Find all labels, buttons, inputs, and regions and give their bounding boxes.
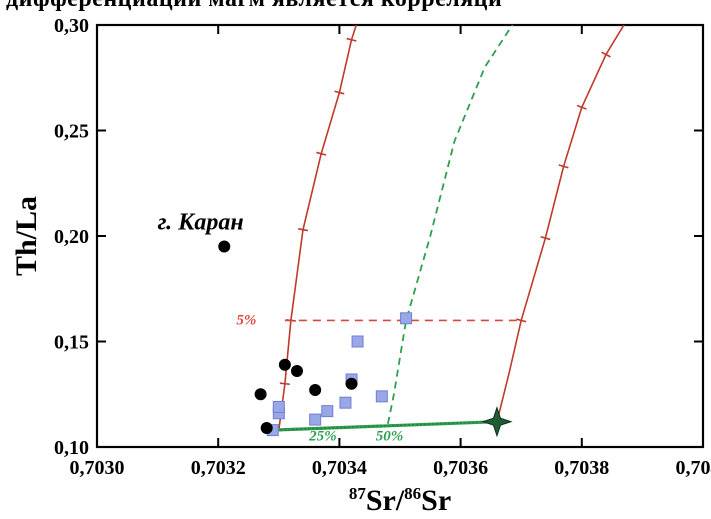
curve-tick-mark — [279, 382, 290, 386]
annotation-label: 5% — [236, 313, 256, 329]
curve-tick-mark — [334, 90, 345, 95]
x-axis-title-part-1: Sr/ — [366, 484, 405, 517]
plot-frame — [95, 23, 705, 449]
annotation-label: 50% — [376, 429, 404, 445]
data-point-square — [309, 413, 322, 426]
data-point-square — [351, 335, 364, 348]
curve-tick-mark — [297, 227, 309, 232]
data-point-square — [400, 312, 413, 325]
data-point-circle — [218, 240, 231, 253]
curve-tick-mark — [601, 51, 611, 58]
y-axis-title: Th/La — [10, 196, 43, 276]
data-point-circle — [345, 377, 358, 390]
data-point-circle — [278, 358, 291, 371]
x-tick-label: 0,7040 — [676, 457, 711, 479]
x-axis-title-part-2: Sr — [421, 484, 451, 517]
x-tick-label: 0,7038 — [554, 457, 609, 479]
y-tick-label: 0,10 — [54, 437, 89, 459]
y-tick-label: 0,20 — [54, 226, 89, 248]
x-tick-label: 0,7032 — [191, 457, 246, 479]
y-tick-label: 0,15 — [54, 332, 89, 354]
data-point-square — [375, 390, 388, 403]
x-axis-title-sup-87: 87 — [349, 484, 367, 503]
y-tick-label: 0,25 — [54, 121, 89, 143]
data-point-circle — [260, 422, 273, 435]
curve-tick-mark — [540, 236, 551, 241]
x-axis-title: 87Sr/86Sr — [349, 484, 451, 517]
curve-tick-mark — [346, 37, 357, 42]
axis-ticks: 0,7030 0,7032 0,7034 0,7036 0,7038 0,7040 0,10… — [54, 15, 711, 479]
x-tick-label: 0,7036 — [433, 457, 488, 479]
mixing-curve — [278, 25, 358, 431]
y-tick-label: 0,30 — [54, 15, 89, 37]
data-point-square — [272, 400, 285, 413]
curve-tick-mark — [516, 318, 527, 323]
mixing-curve — [496, 25, 625, 422]
data-point-square — [339, 396, 352, 409]
data-point-circle — [290, 365, 303, 378]
endmember-star — [481, 406, 513, 438]
caption-text: дифференциации магм является корреляци — [6, 0, 502, 13]
data-point-square — [321, 405, 334, 418]
data-point-circle — [254, 388, 267, 401]
annotations: г. Каран 5% 25% 50% — [158, 210, 404, 445]
dashed-mixing-curve — [387, 25, 514, 424]
mixing-line-dots — [272, 420, 498, 431]
x-axis-title-sup-86: 86 — [404, 484, 421, 503]
curve-tick-mark — [576, 104, 587, 110]
plot-area — [218, 25, 625, 438]
curve-tick-mark — [558, 164, 569, 169]
annotation-label: г. Каран — [158, 210, 244, 236]
annotation-label: 25% — [308, 429, 337, 445]
x-tick-label: 0,7030 — [70, 457, 125, 479]
x-tick-label: 0,7034 — [312, 457, 367, 479]
data-point-circle — [309, 384, 322, 397]
curve-tick-mark — [316, 151, 327, 156]
